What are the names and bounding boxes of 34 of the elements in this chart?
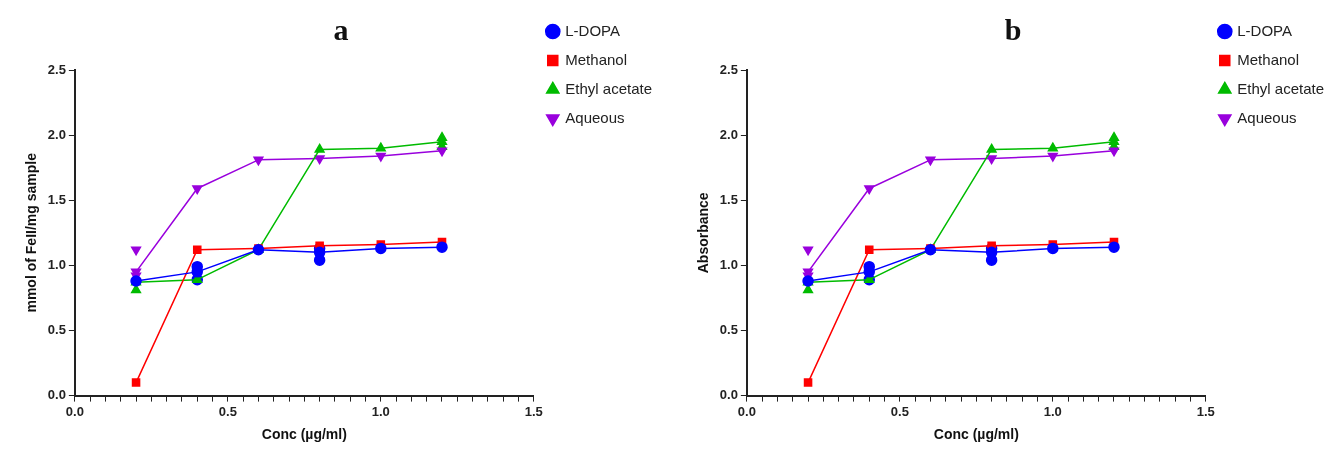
y-tick-label: 0.5: [47, 322, 66, 338]
y-tick-label: 2.0: [719, 126, 738, 142]
x-tick-label: 0.5: [218, 403, 237, 419]
y-tick-label: 1.5: [719, 191, 738, 207]
x-tick-label: 0.0: [737, 403, 756, 419]
x-tick-label: 0.0: [65, 403, 84, 419]
x-tick-label: 1.0: [1043, 403, 1062, 419]
y-tick-label: 0.0: [47, 387, 66, 403]
y-tick-label: 0.0: [719, 387, 738, 403]
legend-label: Aqueous: [565, 108, 625, 126]
y-axis-title: mmol of FeII/mg sample: [23, 152, 40, 313]
y-tick-label: 1.0: [47, 256, 66, 272]
y-tick-label: 2.5: [47, 61, 66, 77]
legend-label: L-DOPA: [565, 21, 621, 39]
y-tick-label: 1.0: [719, 256, 738, 272]
legend-label: Methanol: [565, 50, 627, 68]
x-tick-label: 1.0: [371, 403, 390, 419]
y-tick-label: 1.5: [47, 191, 66, 207]
legend-label: Aqueous: [1237, 108, 1297, 126]
legend-label: Ethyl acetate: [1237, 79, 1324, 97]
x-tick-label: 0.5: [890, 403, 909, 419]
chart-title: b: [1004, 12, 1022, 46]
x-axis-title: Conc (µg/ml): [933, 426, 1019, 443]
chart-title: a: [333, 12, 349, 46]
x-tick-label: 1.5: [524, 403, 543, 419]
y-axis-title: Absorbance: [695, 192, 712, 274]
x-axis-title: Conc (µg/ml): [261, 426, 347, 443]
x-tick-label: 1.5: [1196, 403, 1215, 419]
y-tick-label: 2.5: [719, 61, 738, 77]
legend-label: Methanol: [1237, 50, 1299, 68]
y-tick-label: 0.5: [719, 322, 738, 338]
legend-label: L-DOPA: [1237, 21, 1293, 39]
y-tick-label: 2.0: [47, 126, 66, 142]
legend-label: Ethyl acetate: [565, 79, 652, 97]
